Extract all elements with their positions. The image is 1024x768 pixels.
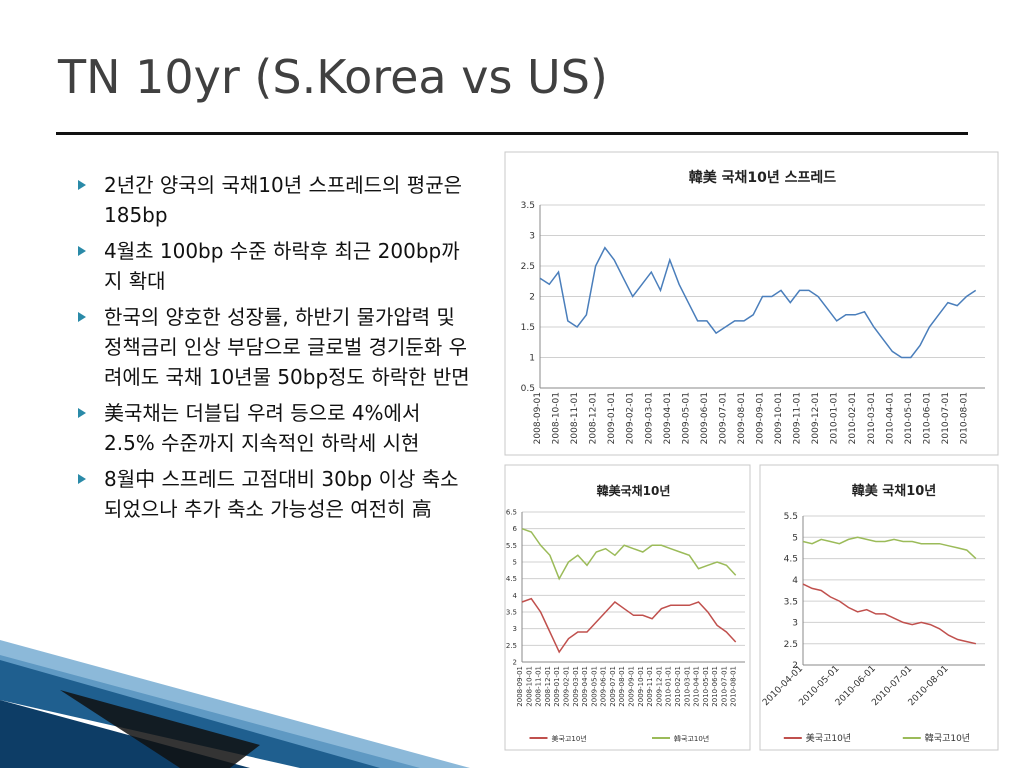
y-tick-label: 1: [529, 354, 535, 364]
x-tick-label: 2009-06-01: [700, 392, 710, 444]
x-tick-label: 2009-03-01: [644, 392, 654, 444]
line-series: [521, 527, 737, 581]
x-tick-label: 2009-11-01: [793, 392, 803, 444]
y-tick-label: 3.5: [521, 201, 535, 211]
x-tick-label: 2010-05-01: [702, 666, 710, 707]
x-tick-label: 2009-01-01: [553, 666, 561, 707]
x-tick-label: 2010-02-01: [674, 666, 682, 707]
y-tick-label: 2: [792, 661, 798, 671]
x-tick-label: 2008-12-01: [589, 392, 599, 444]
y-tick-label: 2.5: [784, 640, 798, 650]
x-tick-label: 2010-01-01: [665, 666, 673, 707]
x-tick-label: 2009-01-01: [607, 392, 617, 444]
y-tick-label: 6.5: [506, 508, 517, 516]
bullet: 2년간 양국의 국채10년 스프레드의 평균은 185bp: [76, 170, 472, 230]
y-tick-label: 3.5: [506, 608, 517, 616]
x-tick-label: 2008-09-01: [516, 666, 524, 707]
x-tick-label: 2008-11-01: [570, 392, 580, 444]
y-tick-label: 1.5: [521, 323, 535, 333]
y-tick-label: 3.5: [784, 597, 798, 607]
bullet: 4월초 100bp 수준 하락후 최근 200bp까지 확대: [76, 236, 472, 296]
y-tick-label: 4: [792, 576, 798, 586]
x-tick-label: 2009-06-01: [600, 666, 608, 707]
x-tick-label: 2010-04-01: [885, 392, 895, 444]
y-tick-label: 3: [529, 232, 535, 242]
line-series: [521, 597, 737, 654]
x-tick-label: 2008-11-01: [535, 666, 543, 707]
x-tick-label: 2009-09-01: [628, 666, 636, 707]
y-tick-label: 2: [529, 293, 535, 303]
y-tick-label: 5.5: [506, 542, 517, 550]
chart-frame: [759, 464, 999, 751]
slide-title: TN 10yr (S.Korea vs US): [58, 50, 608, 104]
x-tick-label: 2009-08-01: [618, 666, 626, 707]
line-series: [802, 583, 977, 645]
y-tick-label: 5: [513, 558, 517, 566]
line-series: [802, 536, 977, 560]
chart-title: 韓美 국채10년: [852, 483, 937, 499]
y-tick-label: 0.5: [521, 384, 535, 394]
line-series: [539, 246, 977, 359]
y-tick-label: 2.5: [521, 262, 535, 272]
x-tick-label: 2010-01-01: [830, 392, 840, 444]
y-tick-label: 3: [792, 619, 798, 629]
y-tick-label: 5: [792, 533, 798, 543]
x-tick-label: 2009-05-01: [590, 666, 598, 707]
legend-label: 美국고10년: [806, 732, 851, 744]
chart-title: 韓美 국채10년 스프레드: [689, 169, 837, 186]
y-tick-label: 3: [513, 625, 517, 633]
x-tick-label: 2010-08-01: [730, 666, 738, 707]
x-tick-label: 2009-07-01: [609, 666, 617, 707]
y-tick-label: 2.5: [506, 642, 517, 650]
bullet: 8월中 스프레드 고점대비 30bp 이상 축소되었으나 추가 축소 가능성은 …: [76, 464, 472, 524]
x-tick-label: 2008-10-01: [552, 392, 562, 444]
x-tick-label: 2010-03-01: [867, 392, 877, 444]
x-tick-label: 2009-04-01: [581, 666, 589, 707]
x-tick-label: 2010-07-01: [720, 666, 728, 707]
x-tick-label: 2009-10-01: [774, 392, 784, 444]
bullet: 한국의 양호한 성장률, 하반기 물가압력 및 정책금리 인상 부담으로 글로벌…: [76, 302, 472, 392]
chart-frame: [504, 151, 999, 456]
y-tick-label: 4.5: [784, 555, 798, 565]
x-tick-label: 2010-02-01: [848, 392, 858, 444]
decoration: [60, 690, 260, 768]
x-tick-label: 2009-04-01: [663, 392, 673, 444]
y-tick-label: 4: [513, 592, 518, 600]
x-tick-label: 2009-12-01: [811, 392, 821, 444]
y-tick-label: 5.5: [784, 512, 798, 522]
legend-label: 韓국고10년: [674, 734, 709, 743]
x-tick-label: 2009-09-01: [756, 392, 766, 444]
y-tick-label: 6: [513, 525, 518, 533]
title-rule: [56, 132, 968, 135]
x-tick-label: 2009-12-01: [655, 666, 663, 707]
x-tick-label: 2009-08-01: [737, 392, 747, 444]
x-tick-label: 2009-02-01: [626, 392, 636, 444]
x-tick-label: 2008-10-01: [525, 666, 533, 707]
x-tick-label: 2009-07-01: [718, 392, 728, 444]
x-tick-label: 2009-03-01: [572, 666, 580, 707]
x-tick-label: 2009-11-01: [646, 666, 654, 707]
x-tick-label: 2010-08-01: [959, 392, 969, 444]
legend-label: 美국고10년: [552, 734, 587, 743]
y-tick-label: 4.5: [506, 575, 517, 583]
bullet: 美국채는 더블딥 우려 등으로 4%에서 2.5% 수준까지 지속적인 하락세 …: [76, 398, 472, 458]
bullet-list: 2년간 양국의 국채10년 스프레드의 평균은 185bp 4월초 100bp 수…: [76, 170, 472, 530]
x-tick-label: 2009-10-01: [637, 666, 645, 707]
legend-label: 韓국고10년: [925, 733, 970, 744]
x-tick-label: 2010-04-01: [693, 666, 701, 707]
x-tick-label: 2010-03-01: [683, 666, 691, 707]
x-tick-label: 2009-05-01: [681, 392, 691, 444]
x-tick-label: 2010-06-01: [922, 392, 932, 444]
x-tick-label: 2010-07-01: [941, 392, 951, 444]
y-tick-label: 2: [513, 658, 517, 666]
x-tick-label: 2008-09-01: [533, 392, 543, 444]
x-tick-label: 2008-12-01: [544, 666, 552, 707]
x-tick-label: 2010-06-01: [711, 666, 719, 707]
x-tick-label: 2009-02-01: [562, 666, 570, 707]
chart-title: 韓美국채10년: [597, 483, 671, 498]
x-tick-label: 2010-05-01: [904, 392, 914, 444]
decoration: [0, 640, 470, 768]
